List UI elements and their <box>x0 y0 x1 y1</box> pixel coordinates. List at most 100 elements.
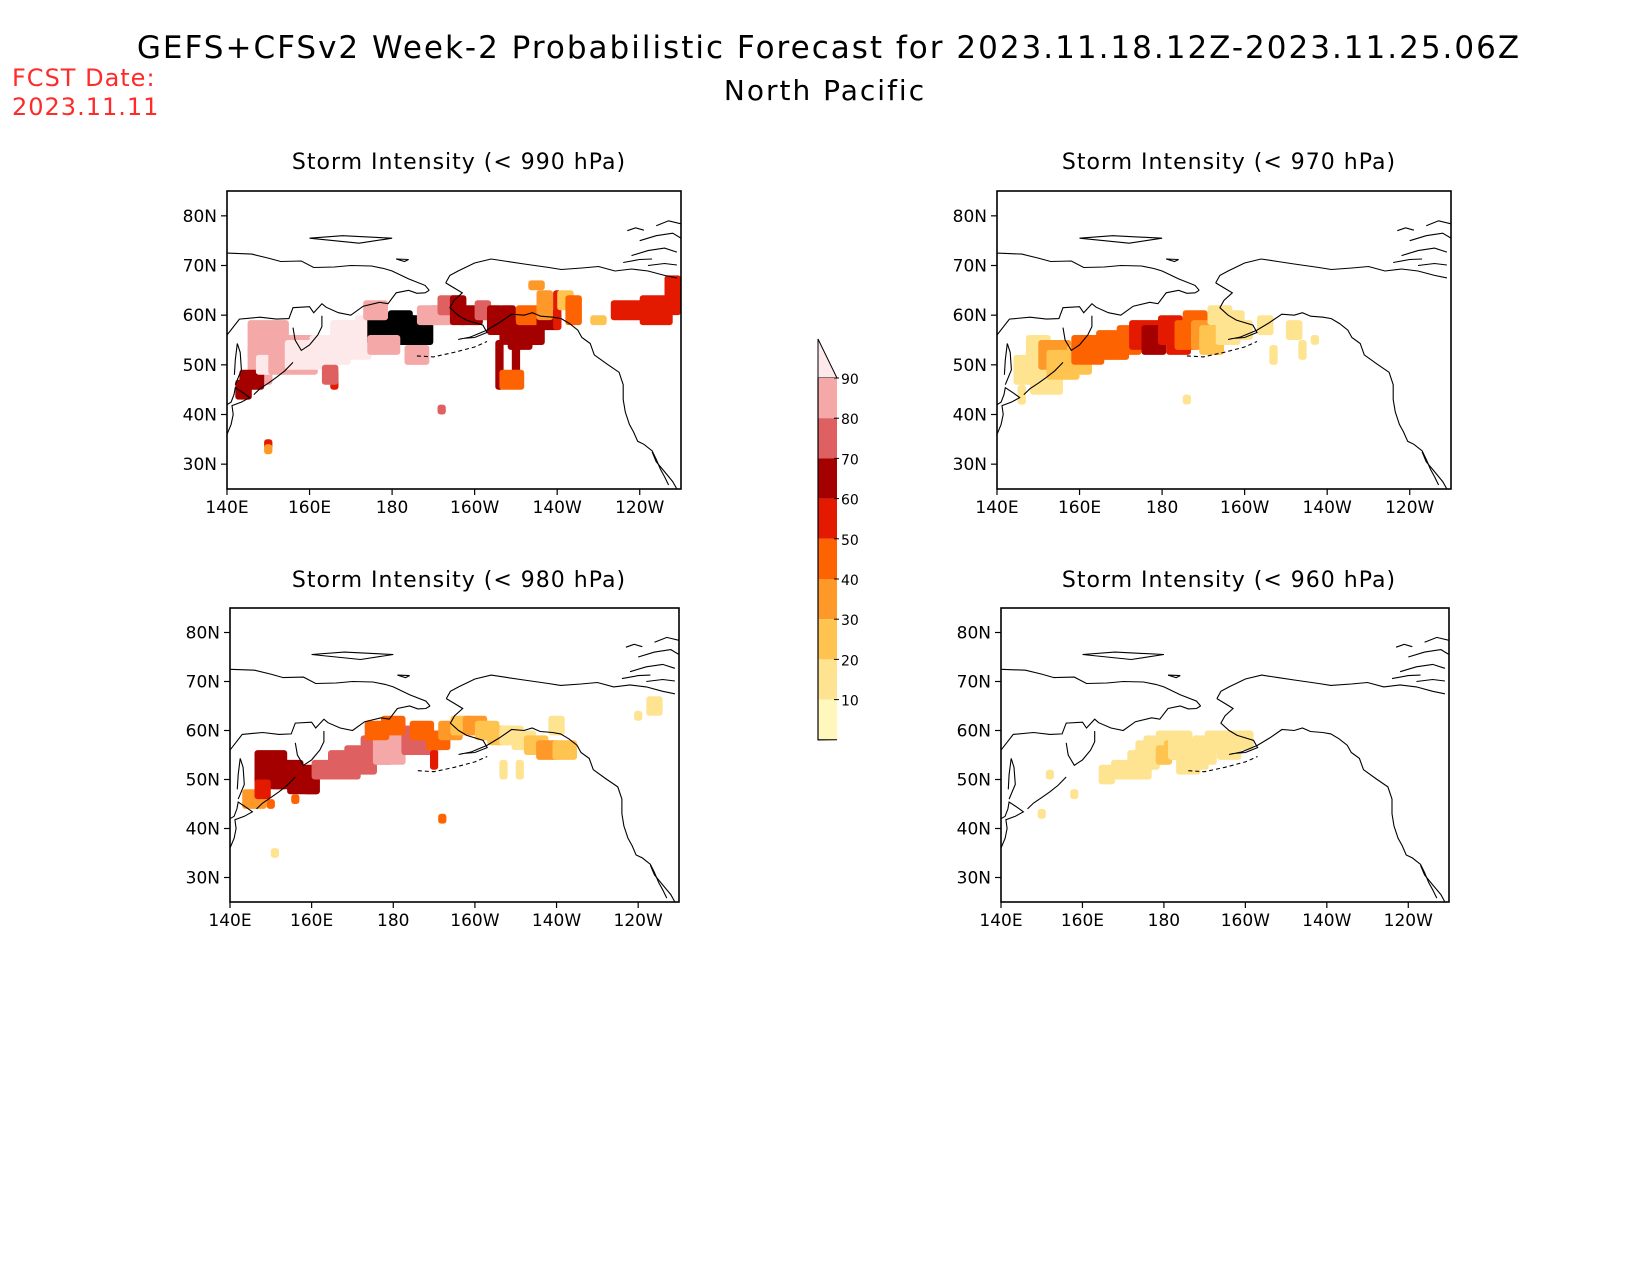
coastline <box>1167 674 1181 679</box>
coastline <box>646 678 675 683</box>
colorbar-swatch <box>818 699 837 740</box>
coastline <box>446 698 668 899</box>
probability-cell <box>266 799 275 809</box>
lon-tick-label: 160E <box>288 498 331 518</box>
lat-tick-label: 60N <box>957 722 991 742</box>
coastline <box>294 731 325 767</box>
shaded-field <box>227 220 681 489</box>
lon-tick-label: 140E <box>205 498 248 518</box>
coastline <box>445 282 670 486</box>
probability-cell <box>270 848 279 858</box>
lat-tick-label: 70N <box>953 257 987 277</box>
lon-tick-label: 160E <box>290 911 333 931</box>
lon-tick-label: 160W <box>450 911 499 931</box>
coastline <box>639 232 681 242</box>
colorbar-label: 10 <box>841 694 859 710</box>
coastline <box>1409 232 1451 242</box>
lat-tick-label: 60N <box>186 722 220 742</box>
coastline <box>623 258 653 264</box>
lat-tick-label: 60N <box>953 306 987 326</box>
coastline <box>1399 663 1446 673</box>
probability-cell <box>321 364 339 385</box>
lat-tick-label: 80N <box>186 624 220 644</box>
coastline <box>1062 315 1093 352</box>
coastline <box>233 343 242 385</box>
colorbar-label: 30 <box>841 613 859 629</box>
colorbar-label: 70 <box>841 452 859 468</box>
lat-tick-label: 60N <box>183 306 217 326</box>
probability-cell <box>1207 305 1233 326</box>
coastline <box>1401 247 1448 257</box>
lat-tick-label: 30N <box>953 455 987 475</box>
coastline <box>997 252 1200 291</box>
coastline <box>292 315 323 352</box>
lat-tick-label: 40N <box>183 406 217 426</box>
probability-cell <box>438 813 447 824</box>
map-frame <box>1000 607 1450 903</box>
probability-cell <box>264 444 273 455</box>
forecast-date-block: FCST Date: 2023.11.11 <box>12 64 159 122</box>
shaded-field <box>997 220 1451 489</box>
panel-title-980: Storm Intensity (< 980 hPa) <box>291 568 627 593</box>
coastline <box>309 235 393 244</box>
probability-cell <box>1236 320 1253 340</box>
coastline <box>1003 343 1012 385</box>
lon-tick-label: 180 <box>376 498 408 518</box>
coastline <box>227 386 251 435</box>
probability-cell <box>254 779 271 800</box>
coastline <box>1001 801 1025 849</box>
colorbar-swatch <box>818 619 837 660</box>
lon-tick-label: 140E <box>979 911 1022 931</box>
coastline <box>1001 668 1202 707</box>
lon-tick-label: 140W <box>533 498 582 518</box>
probability-cell <box>291 794 300 804</box>
coastline <box>1216 698 1438 899</box>
main-title: GEFS+CFSv2 Week-2 Probabilistic Forecast… <box>136 30 1522 66</box>
probability-cell <box>1045 769 1054 780</box>
probability-cell <box>235 379 252 400</box>
coastline <box>1188 755 1258 773</box>
subtitle: North Pacific <box>723 74 927 107</box>
probability-cell <box>1269 345 1278 365</box>
lon-tick-label: 120W <box>615 498 664 518</box>
colorbar-swatch <box>818 538 837 579</box>
lat-tick-label: 30N <box>957 869 991 889</box>
coastline <box>1393 258 1423 264</box>
coastline <box>417 755 488 773</box>
probability-cell <box>255 354 273 375</box>
forecast-date-value: 2023.11.11 <box>12 93 160 121</box>
coastline <box>1425 220 1451 227</box>
lat-tick-label: 40N <box>953 406 987 426</box>
colorbar-label: 20 <box>841 653 859 669</box>
probability-cell <box>565 295 582 326</box>
coastline <box>1391 674 1421 680</box>
lon-tick-label: 180 <box>1146 498 1178 518</box>
map-panel-p990: 80N 70N 60N 50N 40N 30N 140E 160E 180 160W 140W 120… <box>183 190 682 518</box>
map-frame <box>996 190 1452 490</box>
coastline <box>236 758 245 800</box>
lon-tick-label: 160W <box>1220 498 1269 518</box>
probability-cell <box>646 696 663 716</box>
lon-tick-label: 160W <box>1221 911 1270 931</box>
probability-cell <box>404 345 430 365</box>
lat-tick-label: 30N <box>186 869 220 889</box>
probability-cell <box>1017 384 1026 405</box>
coastline <box>396 258 409 263</box>
probability-cell <box>1285 320 1303 340</box>
coastline <box>1023 362 1064 395</box>
coastline <box>638 649 679 658</box>
probability-cell <box>634 710 643 721</box>
probability-cell <box>664 275 681 316</box>
map-panel-p980: 80N 70N 60N 50N 40N 30N 140E 160E 180 160W 140W 120… <box>186 607 680 931</box>
probability-cell <box>1098 764 1115 785</box>
map-panel-p970: 80N 70N 60N 50N 40N 30N 140E 160E 180 160W 140W 120… <box>953 190 1452 518</box>
coastline <box>253 362 294 395</box>
probability-cell <box>1216 730 1242 760</box>
probability-cell <box>1030 374 1063 395</box>
lat-tick-label: 50N <box>183 356 217 376</box>
probability-cell <box>590 315 607 326</box>
coastline <box>625 643 643 648</box>
lon-tick-label: 140W <box>1303 498 1352 518</box>
colorbar-cap-top <box>817 338 838 379</box>
